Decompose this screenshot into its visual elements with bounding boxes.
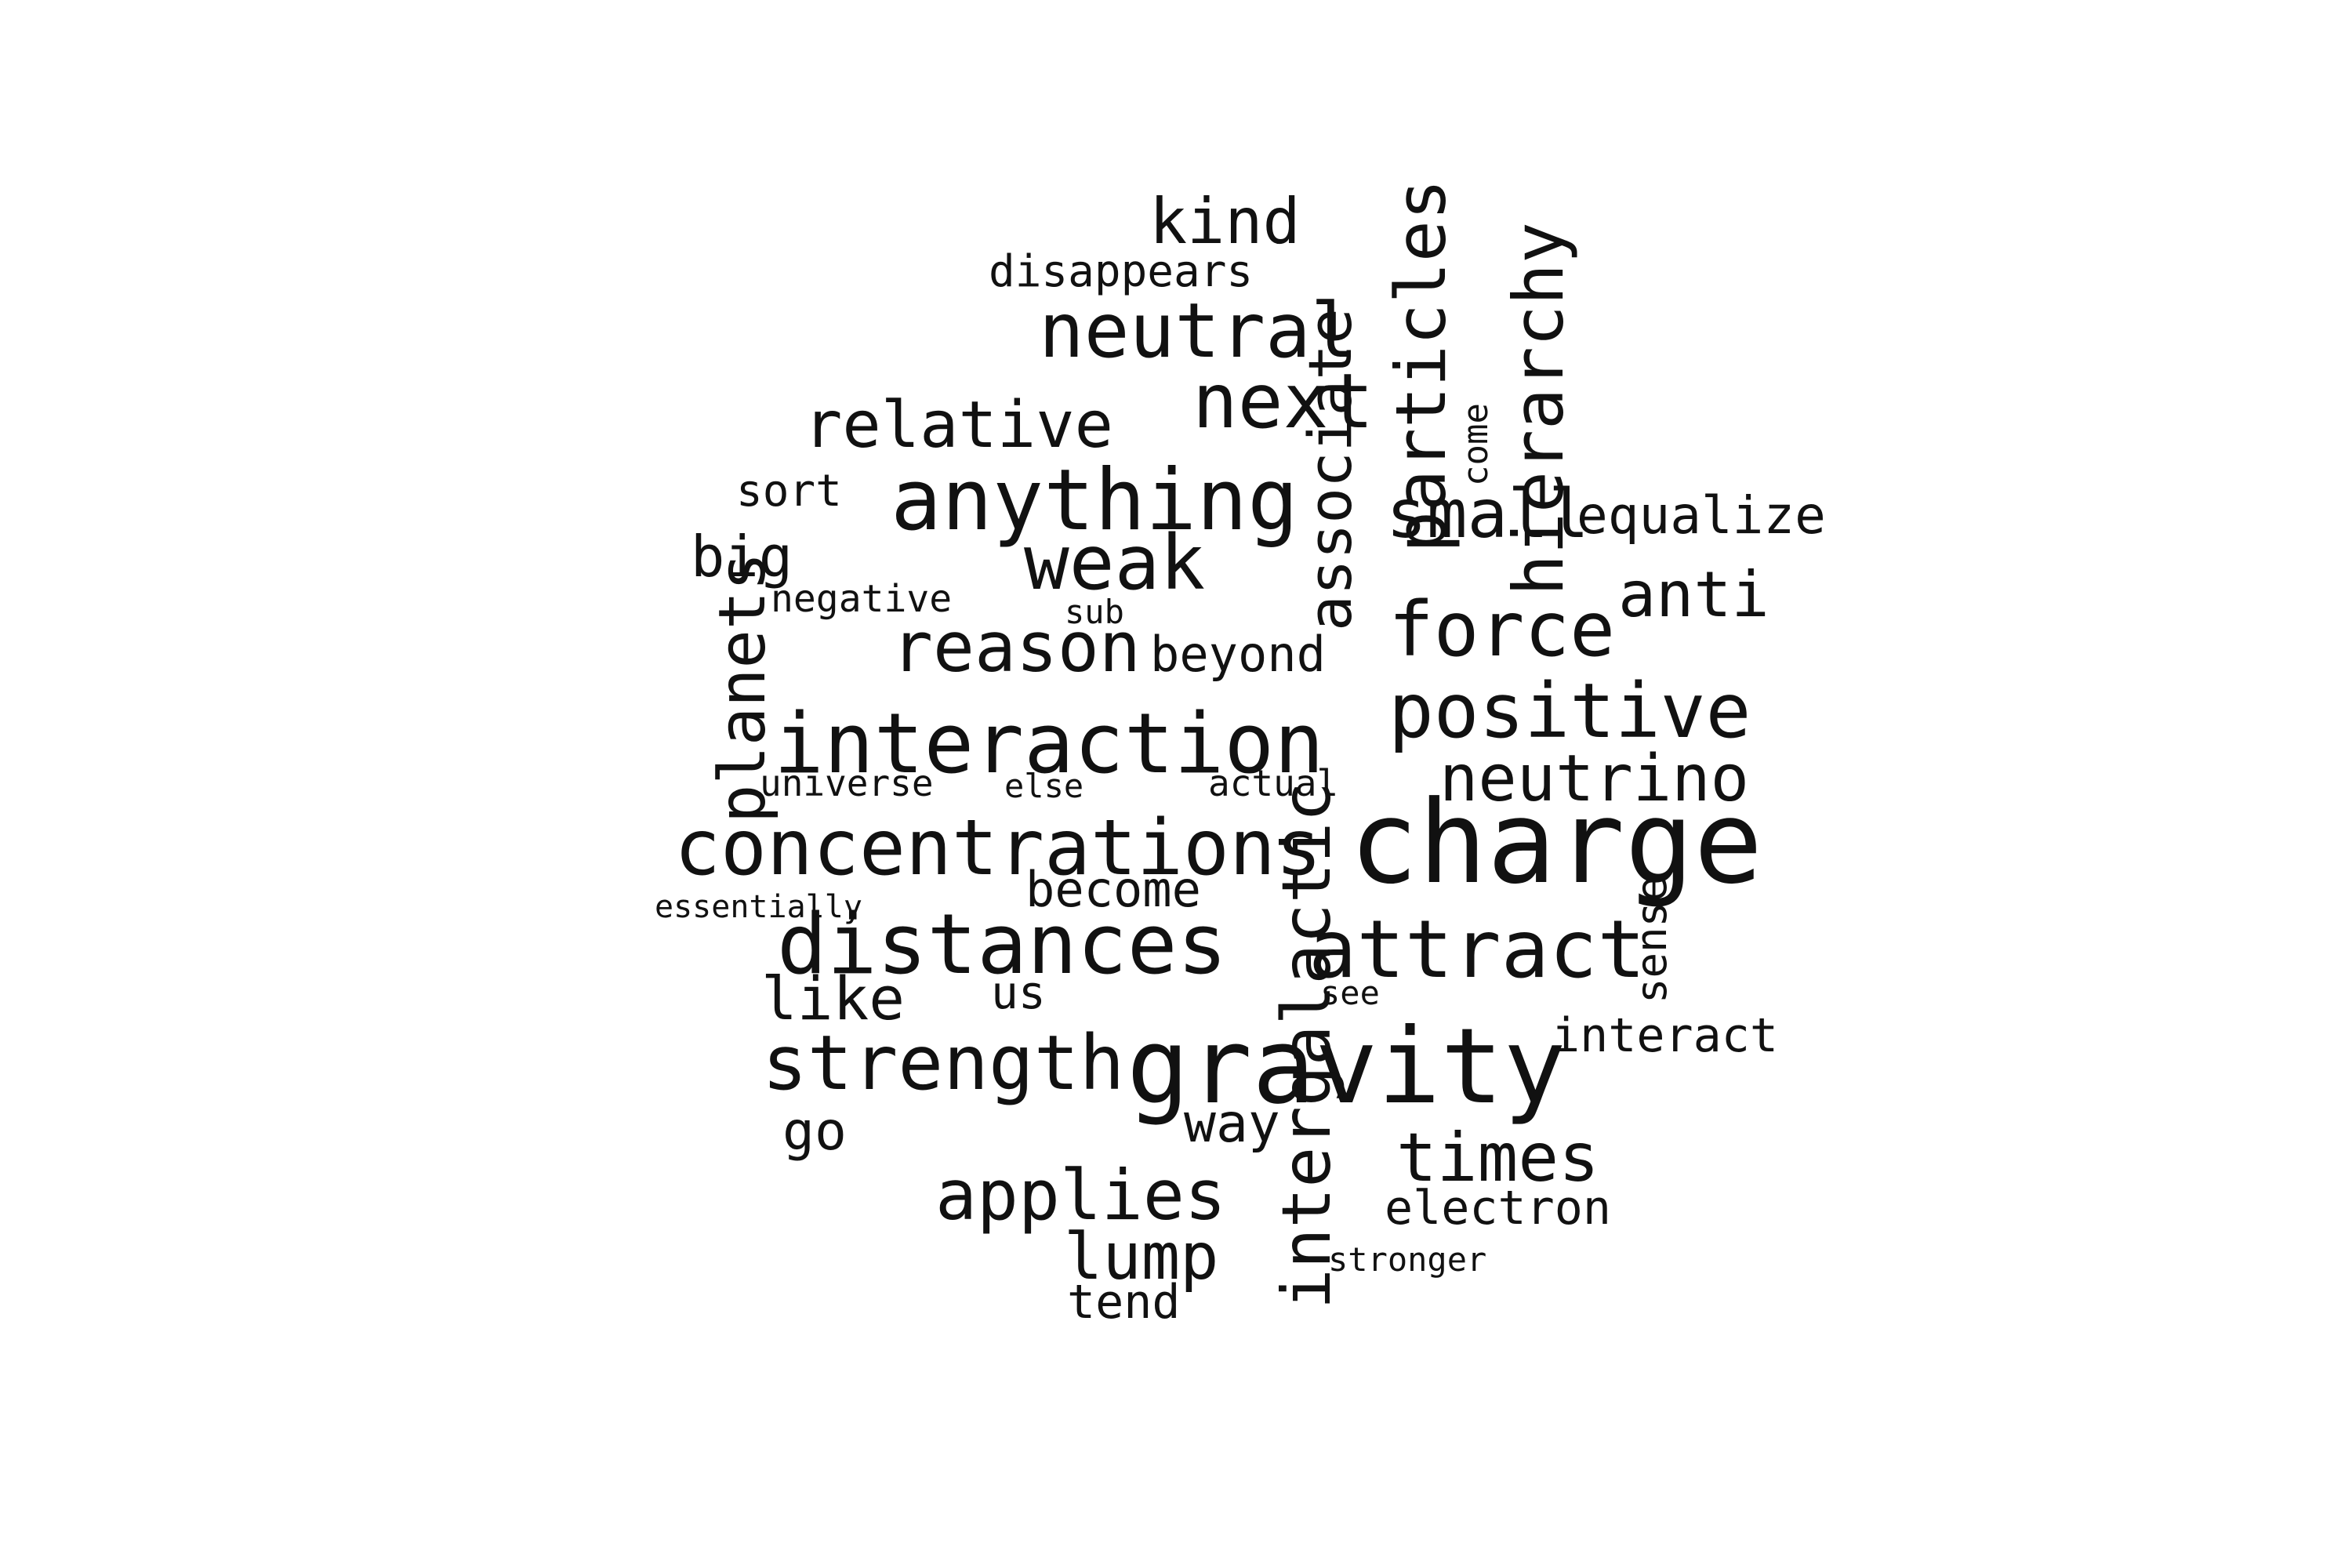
word-planets: else <box>1004 767 1083 805</box>
word-kind: times <box>1396 1119 1599 1197</box>
word-gravity: gravity <box>1127 1007 1566 1127</box>
word-interaction: interaction <box>774 695 1324 792</box>
word-relative: relative <box>804 388 1113 463</box>
word-equalize: big <box>691 524 793 590</box>
word-big: intergalactic <box>1268 782 1346 1309</box>
word-stronger: come <box>1456 403 1496 486</box>
word-disappears: us <box>991 966 1046 1019</box>
word-charge: charge <box>1349 776 1762 909</box>
word-sort: interact <box>1552 1008 1778 1063</box>
word-electron: become <box>1025 861 1201 918</box>
word-weak: weak <box>1024 519 1205 607</box>
word-concentrations: concentrations <box>674 804 1322 893</box>
word-sense: stronger <box>1328 1240 1486 1279</box>
word-positive: positive <box>1388 667 1751 755</box>
word-like: associate <box>1295 308 1365 631</box>
word-associate: sub <box>1065 593 1124 631</box>
word-times: particles <box>1381 179 1461 553</box>
word-reason: reason <box>891 607 1141 688</box>
word-particles: universe <box>760 762 934 804</box>
word-sub: sort <box>736 466 842 517</box>
word-applies: applies <box>935 1155 1226 1236</box>
word-else: tend <box>1067 1275 1181 1330</box>
word-small: planets <box>706 552 780 823</box>
word-way: kind <box>1149 185 1301 258</box>
word-neutrino: neutrino <box>1439 742 1749 816</box>
word-neutral: neutral <box>1039 287 1356 375</box>
word-attract: attract <box>1308 903 1646 996</box>
word-anti: lump <box>1064 1220 1218 1294</box>
word-beyond: way <box>1184 1093 1280 1155</box>
word-lump: hierarchy <box>1498 222 1579 596</box>
word-hierarchy: actual <box>1208 762 1338 804</box>
word-strength: strength <box>762 1019 1124 1107</box>
word-come: essentially <box>655 889 862 925</box>
word-go: small <box>1386 475 1589 554</box>
word-actual: electron <box>1385 1181 1611 1236</box>
word-anything: anything <box>891 452 1298 550</box>
word-tend: equalize <box>1577 485 1826 546</box>
word-distances: distances <box>777 896 1227 993</box>
word-become: like <box>761 964 905 1033</box>
word-next: next <box>1192 358 1374 445</box>
word-intergalactic: see <box>1320 974 1380 1012</box>
word-universe: disappears <box>989 246 1253 297</box>
word-negative: beyond <box>1150 626 1326 683</box>
word-interact: go <box>782 1101 847 1163</box>
word-us: anti <box>1618 558 1769 631</box>
word-see: sense <box>1627 876 1676 1004</box>
word-force: force <box>1388 586 1615 673</box>
word-essentially: negative <box>771 577 952 621</box>
